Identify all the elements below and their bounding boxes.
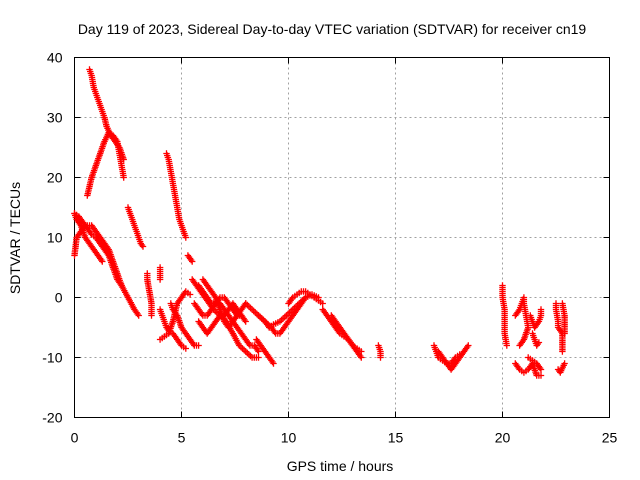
data-point [456, 351, 463, 358]
series-arc5 [71, 210, 125, 289]
series-arc1 [71, 222, 142, 319]
series-arc25 [375, 342, 384, 361]
data-point [189, 258, 196, 265]
data-point [182, 345, 189, 352]
series-arc28 [499, 282, 510, 349]
series-arc24 [328, 312, 365, 355]
y-tick-label: -10 [42, 350, 62, 366]
y-tick-label: 30 [47, 110, 63, 126]
series-arc36 [559, 300, 568, 337]
series-arc33 [529, 330, 543, 349]
data-point [255, 354, 262, 361]
x-tick-label: 5 [178, 430, 186, 446]
series-arc22 [285, 288, 326, 307]
x-tick-label: 20 [495, 430, 511, 446]
series-arc30 [512, 360, 545, 379]
data-point [537, 366, 545, 373]
x-tick-labels: 0 5 10 15 20 25 [71, 430, 618, 446]
data-marks [71, 66, 568, 379]
y-tick-label: 0 [55, 290, 63, 306]
data-point [242, 318, 249, 325]
data-point [156, 276, 164, 283]
data-point [503, 342, 510, 349]
series-arc6 [124, 204, 147, 250]
x-tick-label: 0 [71, 430, 79, 446]
data-point [537, 372, 545, 379]
series-arc29 [512, 294, 532, 349]
series-arc9 [163, 150, 189, 241]
series-arc32 [527, 306, 545, 331]
data-point [358, 348, 365, 355]
data-point [195, 342, 202, 349]
data-point [99, 258, 106, 265]
x-tick-label: 25 [602, 430, 618, 446]
data-point [238, 312, 245, 319]
series-arc31 [525, 354, 545, 373]
data-point [535, 339, 543, 346]
data-point [319, 300, 326, 307]
y-tick-label: 20 [47, 170, 63, 186]
data-point [182, 234, 189, 241]
data-point [148, 312, 155, 319]
series-arc4 [84, 129, 127, 199]
series-arc20 [255, 291, 322, 331]
series-arc18 [195, 300, 245, 337]
data-point [358, 354, 365, 361]
data-point [270, 360, 277, 367]
series-arc13 [167, 300, 202, 349]
x-axis-label: GPS time / hours [287, 458, 394, 474]
y-tick-label: 10 [47, 230, 63, 246]
data-point [135, 312, 142, 319]
series-arc8 [156, 264, 164, 283]
chart-title: Day 119 of 2023, Sidereal Day-to-day VTE… [78, 21, 587, 37]
data-point [118, 282, 125, 289]
data-point [516, 342, 523, 349]
series-arc34 [552, 300, 566, 355]
data-point [537, 306, 545, 313]
data-point [561, 330, 568, 337]
series-arc27 [435, 348, 463, 367]
data-point [559, 348, 566, 355]
data-point [120, 174, 127, 181]
data-point [186, 291, 194, 298]
y-axis-label: SDTVAR / TECUs [7, 182, 23, 294]
data-point [561, 360, 568, 367]
data-point [465, 342, 472, 349]
axis-ticks [74, 57, 610, 418]
x-tick-label: 15 [388, 430, 404, 446]
series-arc21 [253, 336, 277, 367]
series-arc2 [86, 66, 127, 163]
data-point [255, 348, 262, 355]
data-point [139, 243, 147, 250]
data-point [377, 354, 384, 361]
y-tick-labels: -20 -10 0 10 20 30 40 [42, 50, 62, 426]
y-tick-label: 40 [47, 50, 63, 66]
x-tick-label: 10 [281, 430, 297, 446]
y-tick-label: -20 [42, 410, 62, 426]
series-arc35 [554, 360, 568, 376]
series-arc10 [184, 252, 196, 265]
series-arc7 [144, 270, 155, 319]
grid-lines [74, 57, 610, 418]
